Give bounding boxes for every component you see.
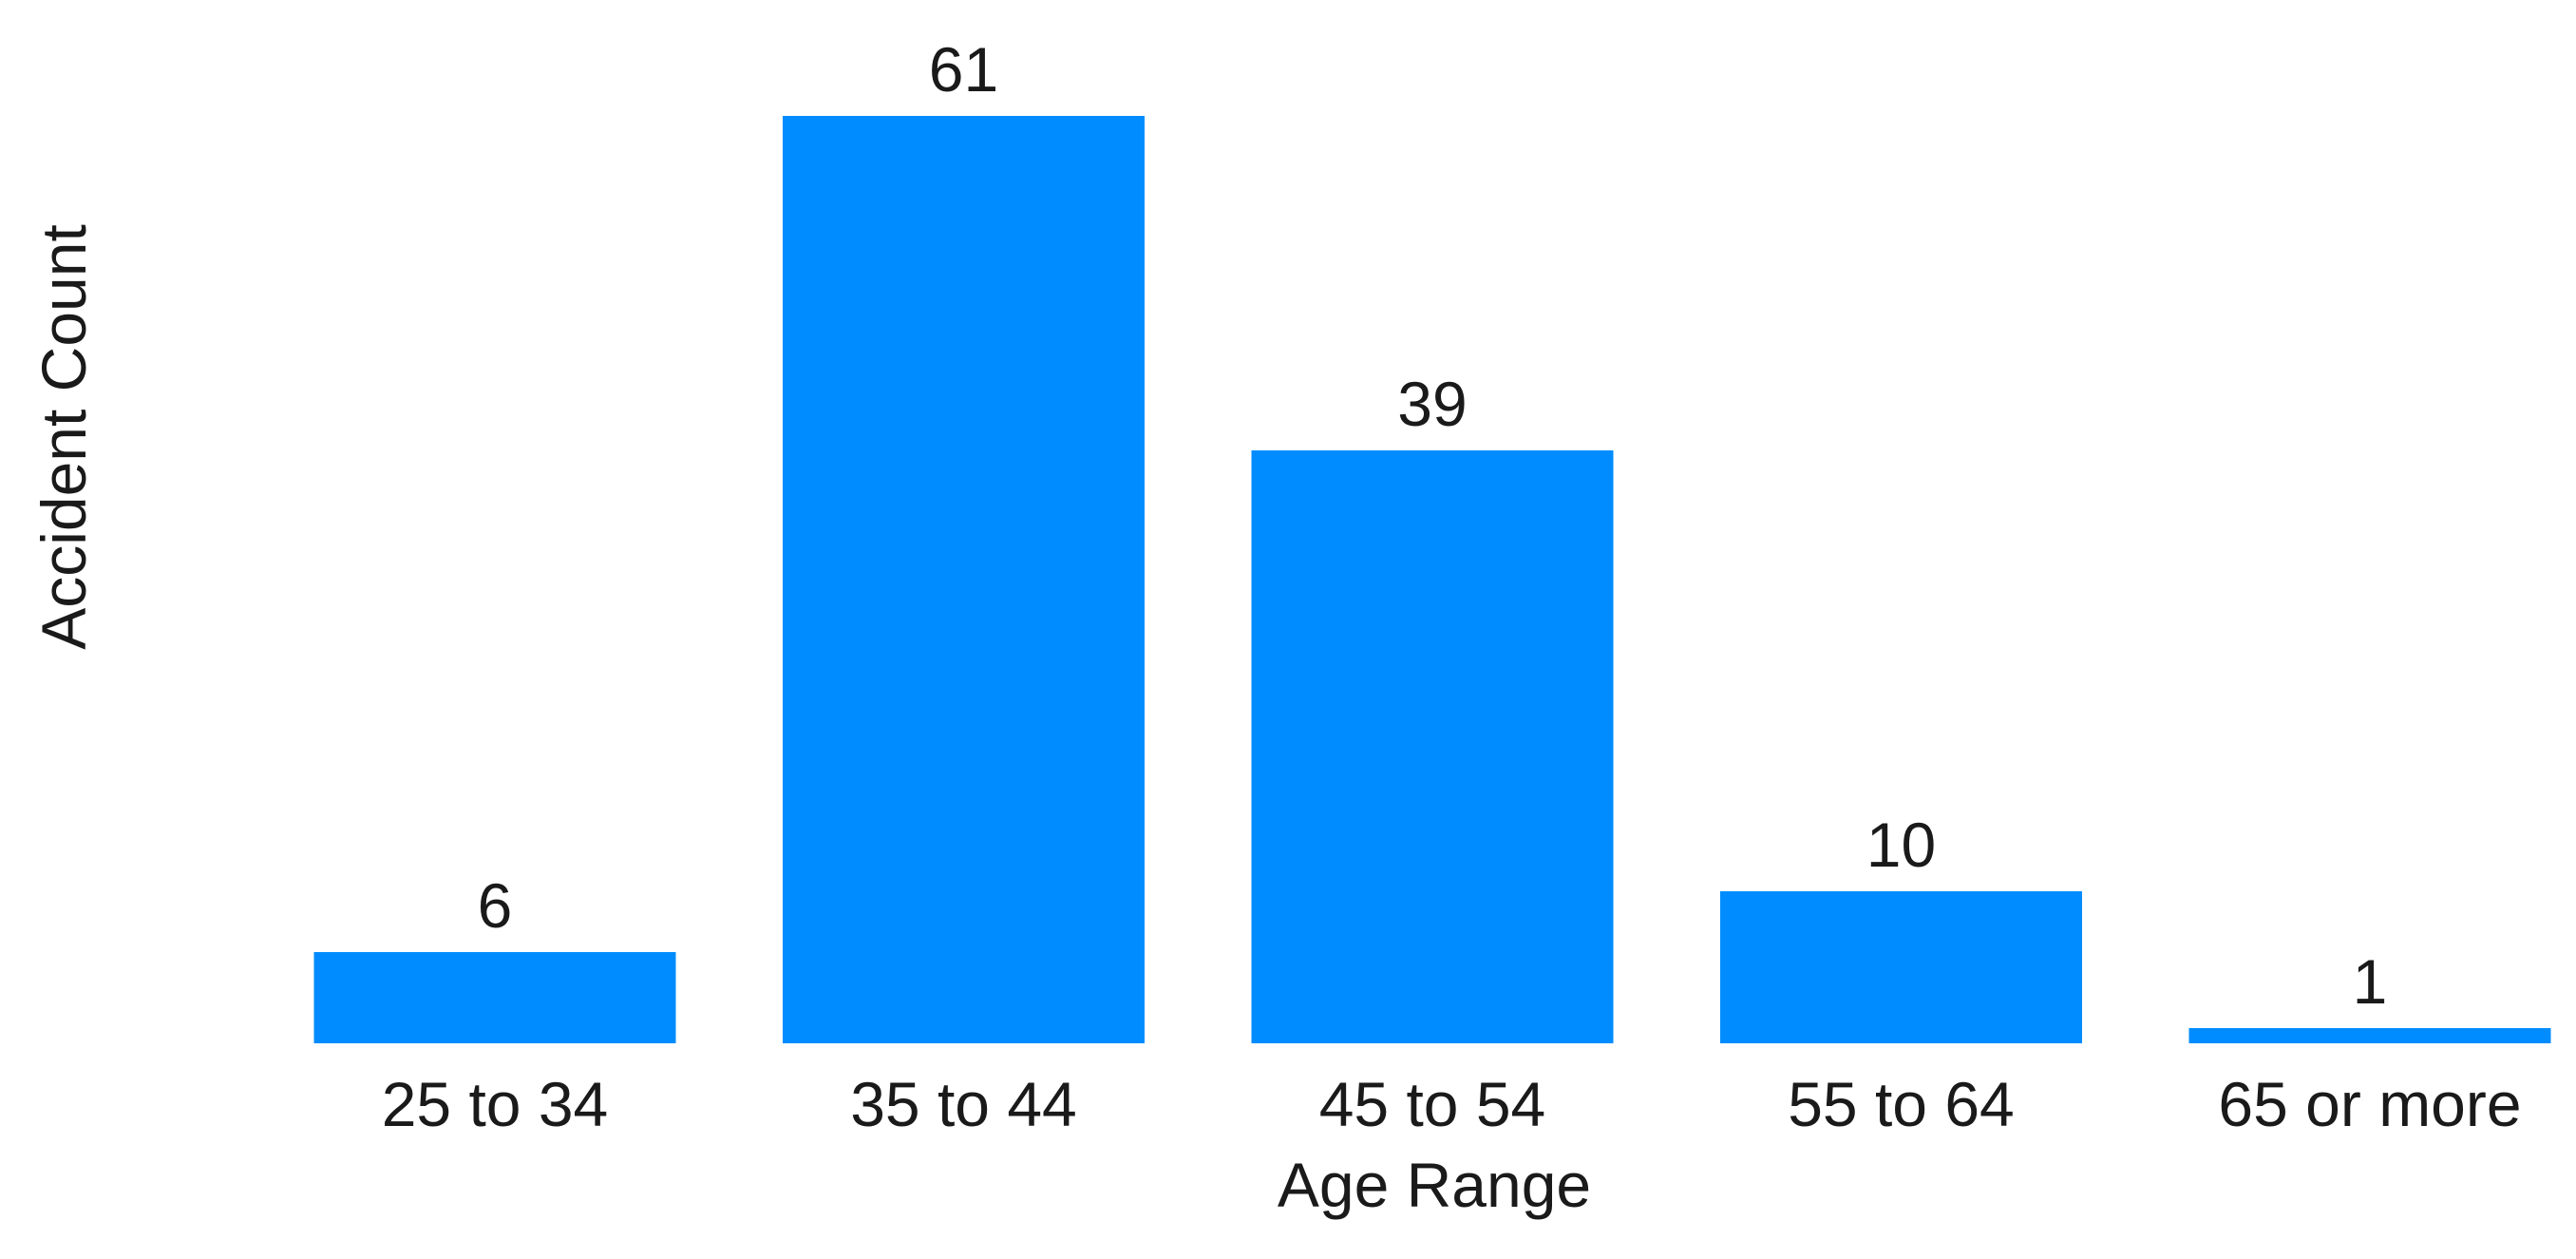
value-label: 6 bbox=[478, 870, 513, 941]
value-label: 1 bbox=[2353, 946, 2388, 1017]
y-axis-title: Accident Count bbox=[28, 224, 99, 650]
bar-35-to-44 bbox=[783, 116, 1145, 1043]
bars-group bbox=[313, 116, 2551, 1043]
x-tick-label: 25 to 34 bbox=[382, 1069, 609, 1139]
value-label: 10 bbox=[1866, 810, 1936, 880]
value-labels-group: 6 61 39 10 1 bbox=[478, 34, 2388, 1017]
value-label: 39 bbox=[1397, 369, 1467, 439]
value-label: 61 bbox=[929, 34, 998, 105]
bar-55-to-64 bbox=[1720, 891, 2082, 1043]
x-tick-label: 45 to 54 bbox=[1319, 1069, 1546, 1139]
x-tick-label: 35 to 44 bbox=[850, 1069, 1077, 1139]
x-tick-labels-group: 25 to 34 35 to 44 45 to 54 55 to 64 65 or mo… bbox=[382, 1069, 2522, 1139]
bar-65-or-more bbox=[2188, 1028, 2551, 1043]
bar-45-to-54 bbox=[1251, 450, 1614, 1043]
x-tick-label: 55 to 64 bbox=[1788, 1069, 2015, 1139]
x-tick-label: 65 or more bbox=[2218, 1069, 2521, 1139]
x-axis-title: Age Range bbox=[1278, 1150, 1591, 1220]
bar-25-to-34 bbox=[313, 952, 676, 1043]
